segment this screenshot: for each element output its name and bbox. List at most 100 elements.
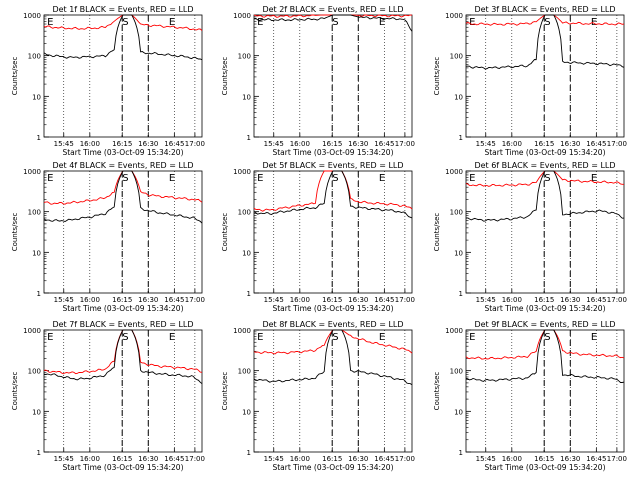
- x-tick-label: 17:00: [607, 455, 627, 463]
- series-line-events: [465, 14, 625, 70]
- panel-title: Det 8f BLACK = Events, RED = LLD: [262, 320, 403, 329]
- plot-frame: [253, 170, 413, 294]
- y-tick-label: 10: [242, 93, 251, 101]
- event-marker-s: S: [122, 17, 128, 28]
- event-marker-e: E: [257, 17, 263, 28]
- x-tick-label: 15:45: [476, 140, 496, 148]
- event-marker-e: E: [47, 173, 53, 184]
- y-tick-label: 1000: [233, 327, 251, 335]
- x-tick-label: 17:00: [185, 296, 205, 304]
- y-tick-label: 10: [32, 93, 41, 101]
- x-tick-label: 17:00: [185, 140, 205, 148]
- event-marker-e: E: [169, 173, 175, 184]
- x-tick-label: 15:45: [476, 455, 496, 463]
- x-tick-label: 16:30: [560, 140, 580, 148]
- event-marker-e: E: [379, 17, 385, 28]
- event-marker-s: S: [332, 173, 338, 184]
- x-tick-label: 16:45: [586, 296, 606, 304]
- y-tick-label: 1: [37, 449, 41, 457]
- event-marker-e: E: [257, 173, 263, 184]
- event-marker-s: S: [332, 17, 338, 28]
- y-tick-label: 1: [247, 134, 251, 142]
- x-axis-label: Start Time (03-Oct-09 15:34:20): [272, 148, 393, 157]
- series-line-events: [253, 170, 413, 219]
- x-tick-label: 16:45: [586, 140, 606, 148]
- y-tick-label: 100: [28, 53, 41, 61]
- y-tick-label: 1: [247, 449, 251, 457]
- event-marker-e: E: [379, 332, 385, 343]
- y-tick-label: 1000: [23, 327, 41, 335]
- x-tick-label: 16:30: [348, 455, 368, 463]
- y-tick-label: 100: [450, 53, 463, 61]
- y-tick-label: 1: [37, 290, 41, 298]
- x-tick-label: 16:00: [502, 296, 522, 304]
- panel-title: Det 5f BLACK = Events, RED = LLD: [262, 161, 403, 170]
- event-marker-e: E: [169, 17, 175, 28]
- event-marker-e: E: [257, 332, 263, 343]
- x-tick-label: 16:00: [502, 455, 522, 463]
- y-tick-label: 100: [238, 368, 251, 376]
- x-tick-label: 16:30: [560, 455, 580, 463]
- y-tick-label: 100: [28, 209, 41, 217]
- y-axis-label: Counts/sec: [11, 57, 19, 96]
- event-marker-s: S: [544, 173, 550, 184]
- x-tick-label: 16:30: [348, 140, 368, 148]
- panel-6: Det 6f BLACK = Events, RED = LLD 1 10 100 10…: [433, 161, 627, 313]
- x-axis-label: Start Time (03-Oct-09 15:34:20): [272, 304, 393, 313]
- x-axis-label: Start Time (03-Oct-09 15:34:20): [484, 304, 605, 313]
- panel-8: Det 8f BLACK = Events, RED = LLD 1 10 100 10…: [221, 320, 415, 472]
- x-tick-label: 17:00: [185, 455, 205, 463]
- x-tick-label: 16:30: [138, 140, 158, 148]
- series-line-events: [253, 329, 413, 386]
- event-marker-s: S: [122, 173, 128, 184]
- x-tick-label: 16:00: [80, 140, 100, 148]
- x-tick-label: 16:00: [290, 296, 310, 304]
- x-tick-label: 17:00: [395, 455, 415, 463]
- y-tick-label: 1: [459, 134, 463, 142]
- y-tick-label: 1000: [445, 327, 463, 335]
- x-tick-label: 16:30: [138, 296, 158, 304]
- series-line-events: [465, 170, 625, 222]
- y-tick-label: 1000: [445, 12, 463, 20]
- y-tick-label: 1000: [445, 168, 463, 176]
- x-tick-label: 16:30: [560, 296, 580, 304]
- y-axis-label: Counts/sec: [11, 372, 19, 411]
- x-tick-label: 16:00: [80, 455, 100, 463]
- event-marker-e: E: [469, 17, 475, 28]
- x-tick-label: 16:15: [112, 455, 132, 463]
- y-tick-label: 1: [37, 134, 41, 142]
- y-tick-label: 100: [450, 368, 463, 376]
- plot-frame: [43, 14, 203, 138]
- y-tick-label: 1: [247, 290, 251, 298]
- event-marker-e: E: [469, 332, 475, 343]
- series-line-events: [43, 170, 203, 224]
- series-line-events: [465, 329, 625, 383]
- panel-title: Det 2f BLACK = Events, RED = LLD: [262, 5, 403, 14]
- y-tick-label: 100: [238, 53, 251, 61]
- x-axis-label: Start Time (03-Oct-09 15:34:20): [484, 148, 605, 157]
- x-axis-label: Start Time (03-Oct-09 15:34:20): [62, 463, 183, 472]
- x-tick-label: 16:45: [374, 140, 394, 148]
- series-line-events: [43, 14, 203, 61]
- y-tick-label: 1: [459, 290, 463, 298]
- y-axis-label: Counts/sec: [11, 213, 19, 252]
- y-tick-label: 10: [242, 249, 251, 257]
- panel-title: Det 9f BLACK = Events, RED = LLD: [474, 320, 615, 329]
- y-axis-label: Counts/sec: [221, 213, 229, 252]
- panel-9: Det 9f BLACK = Events, RED = LLD 1 10 100 10…: [433, 320, 627, 472]
- y-tick-label: 1000: [23, 12, 41, 20]
- y-axis-label: Counts/sec: [221, 372, 229, 411]
- x-tick-label: 17:00: [395, 296, 415, 304]
- event-marker-e: E: [379, 173, 385, 184]
- x-tick-label: 16:15: [112, 140, 132, 148]
- x-axis-label: Start Time (03-Oct-09 15:34:20): [484, 463, 605, 472]
- x-tick-label: 16:45: [164, 140, 184, 148]
- x-axis-label: Start Time (03-Oct-09 15:34:20): [272, 463, 393, 472]
- x-tick-label: 16:15: [322, 455, 342, 463]
- y-tick-label: 1: [459, 449, 463, 457]
- x-tick-label: 16:15: [322, 296, 342, 304]
- x-tick-label: 16:15: [534, 455, 554, 463]
- panel-3: Det 3f BLACK = Events, RED = LLD 1 10 100 10…: [433, 5, 627, 157]
- event-marker-e: E: [169, 332, 175, 343]
- panel-title: Det 6f BLACK = Events, RED = LLD: [474, 161, 615, 170]
